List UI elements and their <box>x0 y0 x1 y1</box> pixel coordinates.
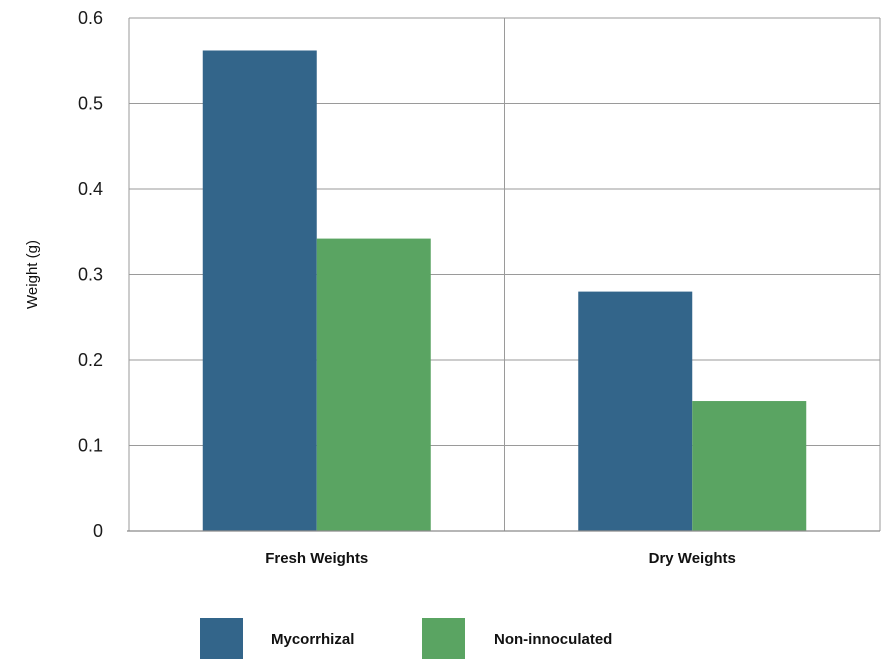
legend-swatch <box>200 618 243 659</box>
x-category-label: Fresh Weights <box>265 550 368 567</box>
y-tick-label: 0.5 <box>78 94 103 114</box>
labels: 0 0.1 0.2 0.3 0.4 0.5 0.6 Fresh Weights Dry Weig… <box>24 8 736 567</box>
legend: Mycorrhizal Non-innoculated <box>200 618 612 659</box>
bar-non-innoculated-1 <box>692 401 807 531</box>
bar-mycorrhizal-0 <box>202 50 317 532</box>
y-tick-label: 0.3 <box>78 265 103 285</box>
legend-label: Mycorrhizal <box>271 631 354 648</box>
x-category-label: Dry Weights <box>649 550 736 567</box>
legend-swatch <box>422 618 465 659</box>
y-tick-label: 0 <box>93 521 103 541</box>
bars <box>202 50 807 532</box>
y-tick-label: 0.4 <box>78 179 103 199</box>
y-axis-title: Weight (g) <box>24 240 41 309</box>
legend-label: Non-innoculated <box>494 631 612 648</box>
y-tick-label: 0.2 <box>78 350 103 370</box>
bar-mycorrhizal-1 <box>578 291 693 531</box>
bar-non-innoculated-0 <box>316 238 431 531</box>
y-tick-label: 0.6 <box>78 8 103 28</box>
y-tick-label: 0.1 <box>78 436 103 456</box>
